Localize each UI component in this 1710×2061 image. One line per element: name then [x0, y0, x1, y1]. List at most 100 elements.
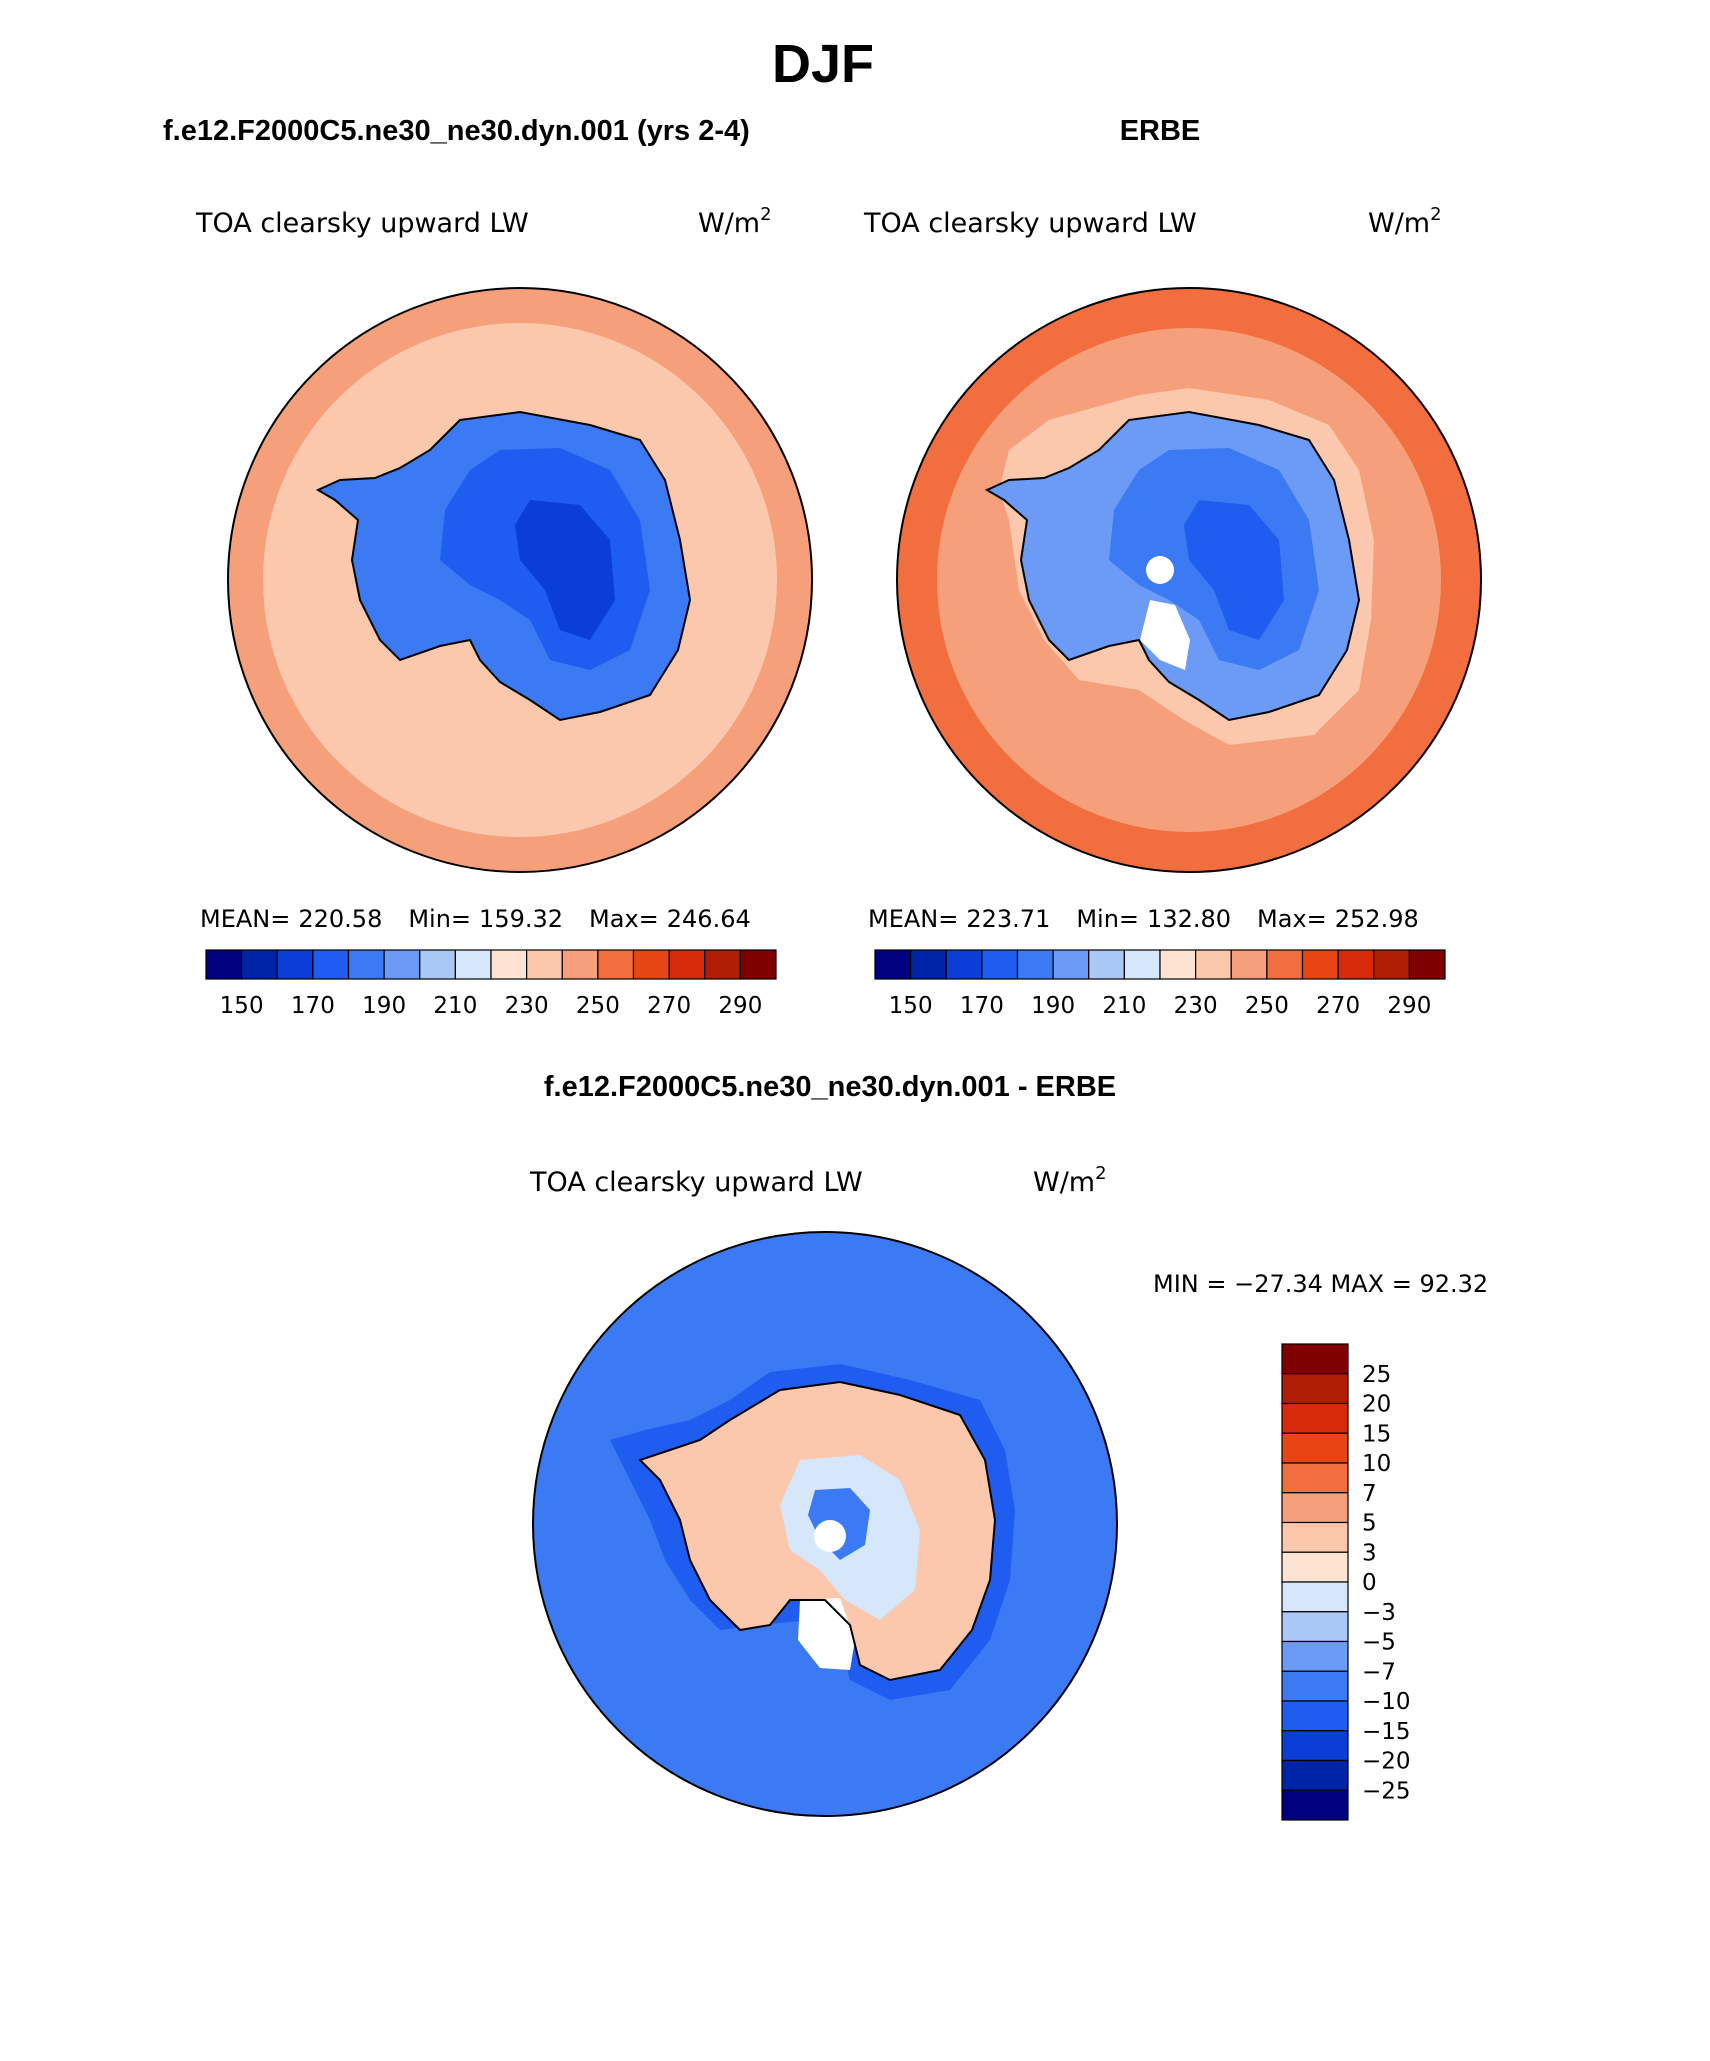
panel2-coastline: [984, 410, 1361, 722]
panel1-title: f.e12.F2000C5.ne30_ne30.dyn.001 (yrs 2-4…: [163, 115, 750, 147]
colorbar-swatch: [910, 949, 947, 980]
panel3-map: [533, 1232, 1117, 1816]
colorbar-tick-label: −3: [1362, 1600, 1396, 1626]
colorbar-swatch: [312, 949, 350, 980]
colorbar-swatch: [668, 949, 706, 980]
colorbar-swatch: [205, 949, 243, 980]
panel1-coastline: [315, 410, 692, 722]
colorbar-swatch: [347, 949, 385, 980]
colorbar-swatch: [1281, 1730, 1349, 1762]
colorbar-swatch: [490, 949, 528, 980]
panel3-units: W/m2: [1033, 1163, 1107, 1198]
colorbar-tick-label: −15: [1362, 1719, 1411, 1745]
colorbar-swatch: [1281, 1432, 1349, 1464]
panel3-pole-hole: [814, 1520, 846, 1552]
colorbar-swatch: [874, 949, 912, 980]
panel1-dome-contour: [515, 500, 615, 640]
colorbar-swatch: [1266, 949, 1304, 980]
colorbar-swatch: [1281, 1462, 1349, 1494]
colorbar-swatch: [1373, 949, 1410, 980]
colorbar-swatch: [945, 949, 983, 980]
colorbar-tick-label: 3: [1362, 1540, 1377, 1566]
colorbar-swatch: [276, 949, 314, 980]
colorbar-swatch: [1301, 949, 1339, 980]
colorbar-swatch: [1281, 1700, 1349, 1732]
panel1-units: W/m2: [698, 204, 772, 239]
panel1-colorbar: 150 170 190 210 230 250 270 290: [205, 949, 777, 1019]
colorbar-tick-label: 10: [1362, 1451, 1391, 1477]
colorbar-swatch: [1088, 949, 1125, 980]
colorbar-tick-label: 230: [1174, 993, 1218, 1019]
colorbar-tick-label: 190: [1031, 993, 1075, 1019]
colorbar-tick-label: 25: [1362, 1362, 1391, 1388]
panel2-map: [897, 288, 1481, 872]
colorbar-tick-label: −20: [1362, 1749, 1411, 1775]
panel2-title: ERBE: [1120, 115, 1201, 147]
panel3-map-border: [532, 1231, 1118, 1817]
panel1-stats: MEAN= 220.58 Min= 159.32 Max= 246.64: [200, 905, 751, 933]
colorbar-swatch: [1230, 949, 1268, 980]
panel1-units-base: W/m: [698, 208, 760, 239]
colorbar-swatch: [1408, 949, 1446, 980]
colorbar-tick-label: 150: [220, 993, 264, 1019]
panel3-units-exp: 2: [1095, 1163, 1106, 1184]
panel2-units: W/m2: [1368, 204, 1442, 239]
panel2-units-base: W/m: [1368, 208, 1430, 239]
colorbar-swatch: [561, 949, 599, 980]
colorbar-swatch: [1195, 949, 1232, 980]
colorbar-swatch: [1281, 1521, 1349, 1553]
panel1-map-border: [227, 287, 813, 873]
colorbar-tick-label: 270: [1316, 993, 1360, 1019]
colorbar-swatch: [739, 949, 777, 980]
panel3-stats: MIN = −27.34 MAX = 92.32: [1153, 1270, 1488, 1298]
panel2-colorbar: 150 170 190 210 230 250 270 290: [874, 949, 1446, 1019]
colorbar-swatch: [1281, 1373, 1349, 1405]
panel3-title: f.e12.F2000C5.ne30_ne30.dyn.001 - ERBE: [544, 1071, 1116, 1103]
colorbar-tick-label: −25: [1362, 1778, 1411, 1804]
colorbar-tick-label: 190: [362, 993, 406, 1019]
panel2-stats: MEAN= 223.71 Min= 132.80 Max= 252.98: [868, 905, 1419, 933]
panel2-units-exp: 2: [1430, 204, 1441, 225]
colorbar-swatch: [1281, 1611, 1349, 1643]
colorbar-swatch: [419, 949, 456, 980]
panel2-missing-data: [1140, 600, 1190, 670]
panel2-pole-hole: [1146, 556, 1174, 584]
colorbar-swatch: [1281, 1551, 1349, 1583]
panel3-units-base: W/m: [1033, 1167, 1095, 1198]
colorbar-swatch: [1281, 1759, 1349, 1791]
colorbar-swatch: [704, 949, 741, 980]
colorbar-tick-label: 210: [1102, 993, 1146, 1019]
colorbar-swatch: [1281, 1402, 1349, 1434]
colorbar-tick-label: 290: [1387, 993, 1431, 1019]
colorbar-tick-label: 7: [1362, 1481, 1377, 1507]
panel1-variable: TOA clearsky upward LW: [195, 208, 529, 239]
panel3-colorbar: 25 20 15 10 7 5 3 0 −3 −5 −7 −10 −15 −20 −25: [1281, 1343, 1411, 1821]
colorbar-tick-label: −5: [1362, 1630, 1396, 1656]
colorbar-tick-label: 290: [718, 993, 762, 1019]
colorbar-tick-label: 170: [291, 993, 335, 1019]
colorbar-swatch: [1123, 949, 1161, 980]
panel2-dome-contour: [1184, 500, 1284, 640]
colorbar-tick-label: 15: [1362, 1421, 1391, 1447]
colorbar-tick-label: 170: [960, 993, 1004, 1019]
colorbar-tick-label: 0: [1362, 1570, 1377, 1596]
colorbar-swatch: [1281, 1670, 1349, 1702]
colorbar-tick-label: 150: [889, 993, 933, 1019]
panel2-map-border: [896, 287, 1482, 873]
colorbar-swatch: [1337, 949, 1375, 980]
colorbar-tick-label: 270: [647, 993, 691, 1019]
panel1-units-exp: 2: [760, 204, 771, 225]
colorbar-swatch: [1281, 1343, 1349, 1375]
colorbar-swatch: [1052, 949, 1090, 980]
colorbar-tick-label: 20: [1362, 1392, 1391, 1418]
colorbar-tick-label: −7: [1362, 1659, 1396, 1685]
colorbar-swatch: [597, 949, 635, 980]
colorbar-swatch: [1281, 1640, 1349, 1672]
colorbar-swatch: [1016, 949, 1054, 980]
colorbar-swatch: [241, 949, 278, 980]
colorbar-tick-label: 5: [1362, 1511, 1377, 1537]
panel3-coastline: [638, 1380, 997, 1682]
panel2-variable: TOA clearsky upward LW: [863, 208, 1197, 239]
colorbar-swatch: [1281, 1581, 1349, 1613]
